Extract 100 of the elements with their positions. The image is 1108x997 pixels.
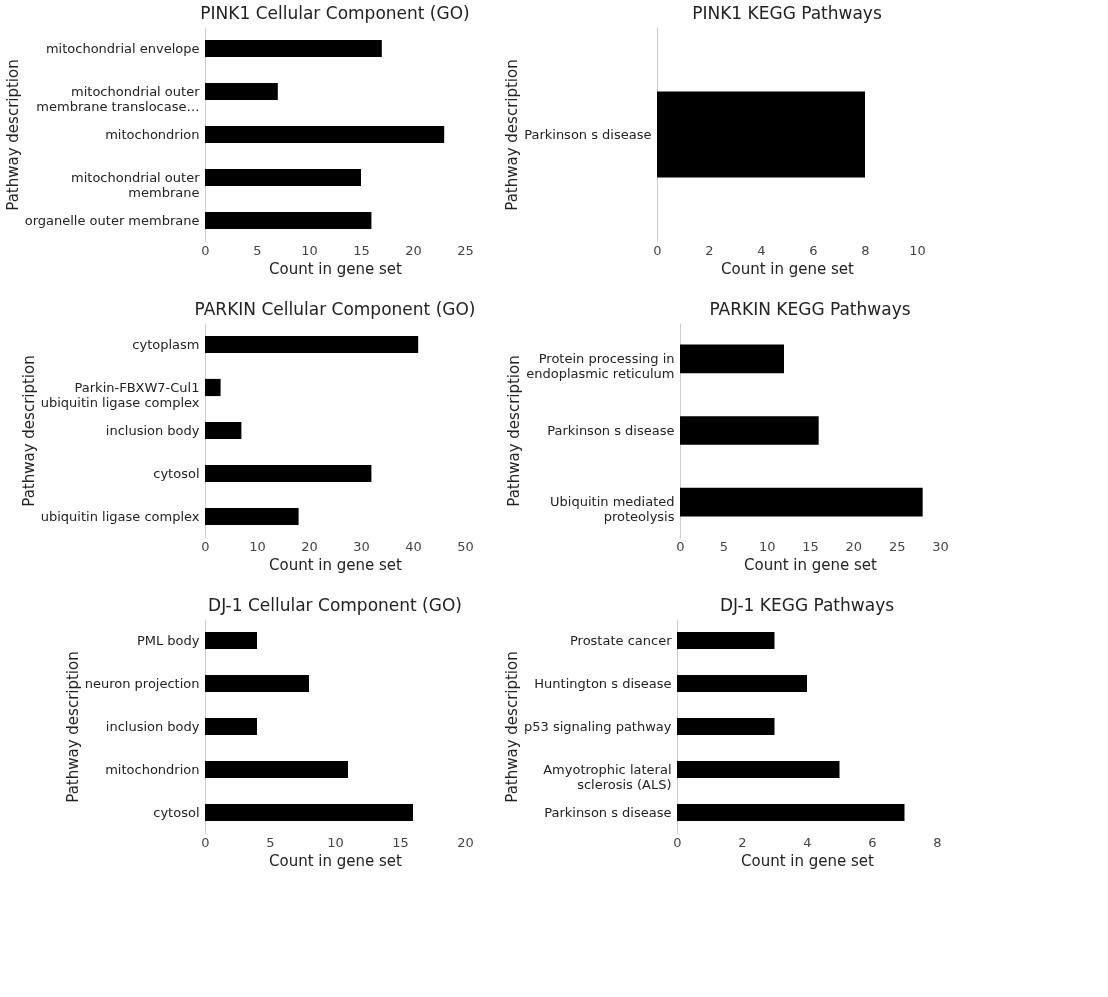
- bar: [680, 344, 784, 374]
- y-tick-label: mitochondrion: [105, 761, 200, 777]
- x-tick-label: 0: [201, 834, 210, 850]
- x-tick-label: 2: [738, 834, 747, 850]
- x-axis-title: Count in gene set: [744, 555, 878, 574]
- chart-title: PINK1 Cellular Component (GO): [200, 3, 470, 23]
- chart-title: PARKIN KEGG Pathways: [709, 299, 911, 319]
- bar: [205, 421, 242, 440]
- bar: [677, 760, 840, 779]
- bar: [205, 507, 299, 526]
- x-tick-label: 0: [673, 834, 682, 850]
- bar: [205, 125, 445, 144]
- bar: [205, 631, 257, 650]
- x-tick-label: 20: [845, 538, 863, 554]
- x-axis-title: Count in gene set: [721, 259, 855, 278]
- y-axis-title: Pathway description: [505, 355, 524, 507]
- y-tick-label: mitochondrial envelope: [45, 40, 200, 56]
- x-tick-label: 4: [803, 834, 812, 850]
- y-tick-label: mitochondrial outer membrane translocase…: [36, 83, 201, 114]
- y-axis-title: Pathway description: [19, 355, 38, 507]
- chart-title: DJ-1 KEGG Pathways: [719, 595, 895, 615]
- x-tick-label: 4: [757, 242, 766, 258]
- bar: [205, 335, 419, 354]
- y-axis-title: Pathway description: [63, 651, 82, 803]
- bar: [205, 168, 361, 187]
- bar: [677, 803, 905, 822]
- x-tick-label: 10: [249, 538, 266, 554]
- x-tick-label: 10: [909, 242, 926, 258]
- x-tick-label: 6: [868, 834, 877, 850]
- x-tick-label: 15: [353, 242, 370, 258]
- bar: [205, 717, 257, 736]
- bar: [205, 464, 372, 483]
- x-tick-label: 0: [653, 242, 662, 258]
- x-tick-label: 0: [201, 538, 210, 554]
- x-tick-label: 0: [201, 242, 210, 258]
- y-tick-label: Ubiquitin mediated proteolysis: [550, 494, 675, 525]
- bar: [205, 82, 278, 101]
- x-tick-label: 30: [932, 538, 949, 554]
- x-tick-label: 15: [802, 538, 819, 554]
- x-tick-label: 8: [861, 242, 870, 258]
- chart-title: PARKIN Cellular Component (GO): [194, 299, 476, 319]
- bar: [205, 39, 382, 58]
- x-tick-label: 20: [405, 242, 422, 258]
- bar: [205, 674, 309, 693]
- y-tick-label: cytosol: [153, 804, 200, 820]
- x-tick-label: 40: [405, 538, 422, 554]
- y-tick-label: Huntington s disease: [534, 675, 672, 691]
- x-tick-label: 20: [457, 834, 474, 850]
- x-tick-label: 25: [888, 538, 906, 554]
- y-tick-label: PML body: [136, 632, 200, 648]
- x-axis-title: Count in gene set: [741, 851, 875, 870]
- bar: [205, 378, 221, 397]
- x-tick-label: 25: [457, 242, 474, 258]
- y-tick-label: mitochondrial outer membrane: [71, 169, 201, 200]
- y-axis-title: Pathway description: [503, 651, 522, 803]
- y-tick-label: cytoplasm: [132, 336, 200, 352]
- y-tick-label: cytosol: [153, 465, 200, 481]
- x-tick-label: 5: [266, 834, 275, 850]
- y-tick-label: Parkinson s disease: [544, 804, 672, 820]
- y-tick-label: organelle outer membrane: [24, 212, 200, 228]
- x-tick-label: 15: [392, 834, 409, 850]
- x-tick-label: 10: [301, 242, 318, 258]
- y-tick-label: Parkin-FBXW7-Cul1 ubiquitin ligase complex: [40, 379, 200, 410]
- x-tick-label: 0: [676, 538, 685, 554]
- x-tick-label: 5: [719, 538, 728, 554]
- x-tick-label: 30: [353, 538, 370, 554]
- x-axis-title: Count in gene set: [269, 555, 403, 574]
- bar: [680, 487, 923, 517]
- x-axis-title: Count in gene set: [269, 851, 403, 870]
- x-tick-label: 50: [457, 538, 474, 554]
- bar: [677, 631, 775, 650]
- y-tick-label: Amyotrophic lateral sclerosis (ALS): [543, 761, 672, 792]
- x-tick-label: 20: [301, 538, 318, 554]
- y-tick-label: ubiquitin ligase complex: [40, 508, 200, 524]
- y-tick-label: neuron projection: [84, 675, 200, 691]
- x-tick-label: 8: [933, 834, 942, 850]
- bar: [205, 803, 413, 822]
- x-axis-title: Count in gene set: [269, 259, 403, 278]
- x-tick-label: 5: [253, 242, 262, 258]
- x-tick-label: 2: [705, 242, 714, 258]
- y-axis-title: Pathway description: [3, 59, 22, 211]
- bar: [677, 717, 775, 736]
- chart-title: DJ-1 Cellular Component (GO): [208, 595, 462, 615]
- y-tick-label: inclusion body: [105, 718, 200, 734]
- x-tick-label: 10: [327, 834, 344, 850]
- y-axis-title: Pathway description: [503, 59, 522, 211]
- bar: [680, 416, 819, 445]
- y-tick-label: Parkinson s disease: [524, 126, 652, 142]
- bar: [677, 674, 807, 693]
- y-tick-label: Protein processing in endoplasmic reticulum: [526, 350, 675, 381]
- y-tick-label: mitochondrion: [105, 126, 200, 142]
- y-tick-label: Prostate cancer: [569, 632, 673, 648]
- bar: [205, 760, 348, 779]
- chart-title: PINK1 KEGG Pathways: [692, 3, 882, 23]
- x-tick-label: 6: [809, 242, 818, 258]
- y-tick-label: Parkinson s disease: [547, 422, 675, 438]
- x-tick-label: 10: [758, 538, 776, 554]
- bar: [205, 211, 372, 230]
- y-tick-label: inclusion body: [105, 422, 200, 438]
- y-tick-label: p53 signaling pathway: [524, 718, 672, 734]
